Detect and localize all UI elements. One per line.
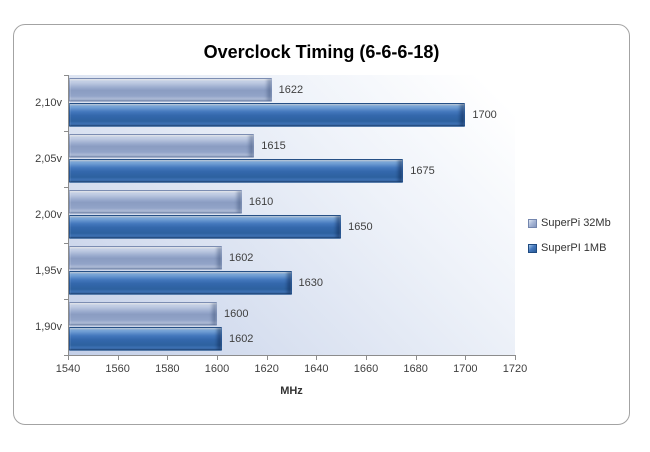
legend-item: SuperPI 1MB [528, 242, 611, 254]
x-axis-tick [366, 356, 367, 360]
bar-superpi-1mb [69, 103, 466, 127]
y-category-label: 2,00v [35, 209, 62, 221]
y-axis-tick [64, 299, 68, 300]
y-axis-tick [64, 131, 68, 132]
legend-marker-light [528, 218, 537, 228]
x-axis-tick-label: 1640 [304, 363, 329, 375]
bar-superpi-32mb [69, 134, 255, 158]
legend-label: SuperPI 1MB [541, 242, 607, 254]
y-category-label: 2,05v [35, 153, 62, 165]
bar-value-label: 1600 [224, 308, 249, 320]
x-axis-tick [415, 356, 417, 360]
bar-value-label: 1602 [228, 333, 254, 345]
y-category-label: 1,95v [35, 265, 62, 277]
bar-value-label: 1675 [410, 165, 435, 177]
x-axis-tick-label: 1540 [55, 363, 81, 375]
y-axis-tick [64, 355, 68, 356]
x-axis-tick-label: 1580 [155, 363, 180, 375]
y-axis-tick [64, 187, 68, 188]
bar-superpi-1mb [69, 327, 222, 351]
x-axis-tick [465, 356, 467, 360]
legend-marker-dark [528, 243, 537, 253]
x-axis-tick-label: 1660 [353, 363, 379, 375]
y-category-label: 1,90v [35, 321, 62, 333]
bar-superpi-1mb [69, 215, 342, 239]
bar-value-label: 1622 [278, 84, 304, 96]
bar-value-label: 1630 [298, 277, 323, 289]
bar-value-label: 1610 [248, 196, 274, 208]
chart-title: Overclock Timing (6-6-6-18) [203, 42, 440, 62]
bar-superpi-32mb [69, 190, 242, 214]
bar-superpi-32mb [69, 302, 217, 326]
bar-superpi-1mb [69, 271, 292, 295]
bar-value-label: 1700 [472, 109, 497, 121]
x-axis-tick-label: 1620 [254, 363, 279, 375]
bar-value-label: 1615 [261, 140, 286, 152]
x-axis-tick-label: 1720 [502, 363, 528, 375]
x-axis-tick-label: 1700 [453, 363, 478, 375]
x-axis-tick [316, 356, 318, 360]
y-axis-tick [64, 75, 68, 76]
legend-label: SuperPi 32Mb [541, 217, 611, 229]
x-axis-tick-label: 1600 [204, 363, 230, 375]
x-axis-tick [266, 356, 268, 360]
x-axis-tick-label: 1680 [403, 363, 428, 375]
x-axis-tick [117, 356, 119, 360]
x-axis-line [68, 355, 516, 356]
chart-frame: Overclock Timing (6-6-6-18) 1540 1560 1580… [13, 24, 630, 425]
x-axis-tick [217, 356, 218, 360]
x-axis-tick-label: 1560 [105, 363, 130, 375]
x-axis-tick [167, 356, 169, 360]
bar-value-label: 1602 [228, 252, 254, 264]
y-axis-tick [64, 243, 68, 244]
bar-superpi-32mb [69, 246, 222, 270]
bar-value-label: 1650 [348, 221, 373, 233]
legend-item: SuperPi 32Mb [528, 217, 611, 229]
bar-superpi-1mb [69, 159, 404, 183]
x-axis-tick [515, 356, 516, 360]
bar-superpi-32mb [69, 78, 272, 102]
x-axis-tick [68, 356, 69, 360]
x-axis-title: MHz [280, 385, 303, 397]
y-axis-line [68, 75, 69, 355]
y-category-label: 2,10v [35, 97, 62, 109]
legend: SuperPi 32Mb SuperPI 1MB [528, 217, 611, 254]
